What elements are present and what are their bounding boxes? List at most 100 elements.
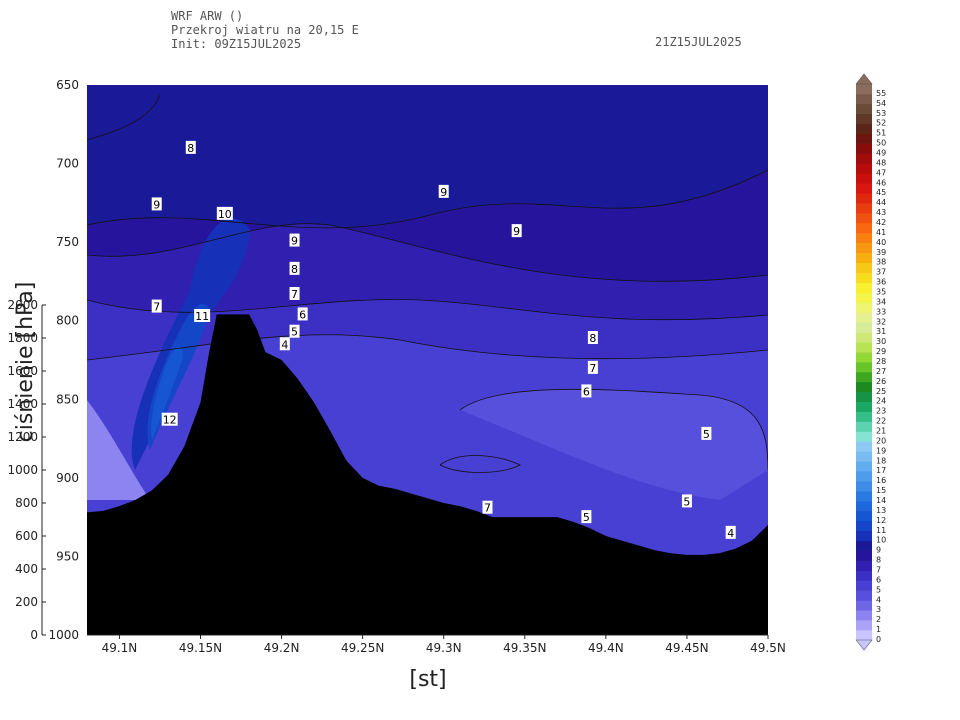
contour-label-box: [297, 307, 308, 321]
terrain: [87, 314, 768, 635]
x-tick-label: 49.2N: [264, 641, 300, 655]
colorbar-label: 27: [876, 367, 886, 376]
colorbar-label: 33: [876, 307, 886, 316]
contour-label-box: [438, 184, 449, 198]
height-tick-label: 2000: [7, 298, 38, 312]
contour-label: 7: [153, 301, 160, 314]
x-tick-label: 49.25N: [341, 641, 384, 655]
height-tick-label: 400: [15, 562, 38, 576]
y-tick-label: 850: [56, 392, 79, 406]
contour-label-box: [185, 140, 196, 154]
contour-label: 4: [727, 527, 734, 540]
y-tick-label: 700: [56, 157, 79, 171]
colorbar-swatch: [856, 441, 872, 452]
contour-label: 10: [218, 208, 232, 221]
contour-label: 5: [703, 428, 710, 441]
terrain-silhouette: [87, 314, 768, 635]
contour-label: 8: [187, 142, 194, 155]
colorbar-swatch: [856, 302, 872, 313]
height-tick-label: 800: [15, 496, 38, 510]
contour-label-box: [581, 510, 592, 524]
colorbar-label: 29: [876, 347, 886, 356]
contour-label: 5: [683, 495, 690, 508]
colorbar-swatch: [856, 223, 872, 234]
colorbar-swatch: [856, 272, 872, 283]
valid-time: 21Z15JUL2025: [655, 35, 742, 49]
x-tick-label: 49.3N: [426, 641, 462, 655]
colorbar-label: 51: [876, 129, 886, 138]
colorbar-label: 14: [876, 496, 886, 505]
contour-line: [87, 334, 768, 361]
colorbar-swatch: [856, 292, 872, 303]
colorbar-swatch: [856, 451, 872, 462]
y-tick-label: 750: [56, 235, 79, 249]
colorbar-swatch: [856, 381, 872, 393]
colorbar-swatch: [856, 252, 872, 264]
contour-label: 7: [484, 502, 491, 515]
y-tick-label: 650: [56, 78, 79, 92]
colorbar-label: 3: [876, 605, 881, 614]
colorbar-swatch: [856, 481, 872, 492]
colorbar: 0123456789101112131415161718192021222324…: [855, 73, 886, 651]
contour-label-box: [151, 299, 162, 313]
contour-label-box: [151, 197, 162, 211]
colorbar-swatch: [856, 213, 872, 224]
contour-label: 6: [299, 308, 306, 321]
colorbar-label: 39: [876, 248, 886, 257]
colorbar-swatch: [856, 540, 872, 551]
colorbar-label: 12: [876, 516, 886, 525]
contour-label: 5: [583, 511, 590, 524]
contour-label-box: [511, 224, 522, 238]
colorbar-swatch: [856, 143, 872, 154]
colorbar-swatch: [856, 411, 872, 422]
colorbar-label: 9: [876, 546, 881, 555]
colorbar-swatch: [856, 491, 872, 502]
colorbar-label: 47: [876, 168, 886, 177]
colorbar-label: 4: [876, 595, 881, 604]
colorbar-swatch: [856, 461, 872, 472]
height-tick-label: 0: [30, 628, 38, 642]
colorbar-swatch: [856, 520, 872, 532]
y-tick-label: 900: [56, 471, 79, 485]
contour-label-box: [216, 206, 233, 220]
x-tick-label: 49.4N: [588, 641, 624, 655]
colorbar-swatch: [856, 123, 872, 134]
colorbar-label: 8: [876, 556, 881, 565]
contour-label-box: [701, 426, 712, 440]
init-time: Init: 09Z15JUL2025: [171, 37, 302, 51]
colorbar-label: 38: [876, 258, 886, 267]
contour-label-box: [289, 233, 300, 247]
colorbar-swatch: [856, 530, 872, 542]
colorbar-swatch: [856, 371, 872, 383]
contour-label: 9: [513, 225, 520, 238]
colorbar-swatch: [856, 620, 872, 631]
colorbar-label: 50: [876, 139, 886, 148]
contour-label-box: [681, 494, 692, 508]
colorbar-swatch: [856, 590, 872, 601]
contour-line: [87, 299, 768, 321]
colorbar-label: 40: [876, 238, 886, 247]
colorbar-label: 55: [876, 89, 886, 98]
height-tick-label: 600: [15, 529, 38, 543]
colorbar-swatch: [856, 501, 872, 512]
contour-label-box: [482, 500, 493, 514]
colorbar-label: 7: [876, 566, 881, 575]
colorbar-label: 25: [876, 387, 886, 396]
field-band-12: [151, 346, 183, 440]
colorbar-swatch: [856, 153, 872, 164]
contour-label-box: [725, 525, 736, 539]
model-title: WRF ARW (): [171, 9, 244, 23]
colorbar-swatch: [856, 163, 872, 174]
colorbar-label: 11: [876, 526, 886, 535]
x-tick-label: 49.35N: [503, 641, 546, 655]
x-tick-label: 49.1N: [102, 641, 138, 655]
contour-label: 4: [281, 338, 288, 351]
colorbar-swatch: [856, 600, 872, 611]
contour-label: 11: [195, 310, 209, 323]
colorbar-label: 26: [876, 377, 886, 386]
colorbar-swatch: [856, 362, 872, 373]
colorbar-swatch: [856, 232, 872, 244]
colorbar-label: 6: [876, 575, 881, 584]
colorbar-swatch: [856, 282, 872, 293]
colorbar-swatch: [856, 312, 872, 323]
